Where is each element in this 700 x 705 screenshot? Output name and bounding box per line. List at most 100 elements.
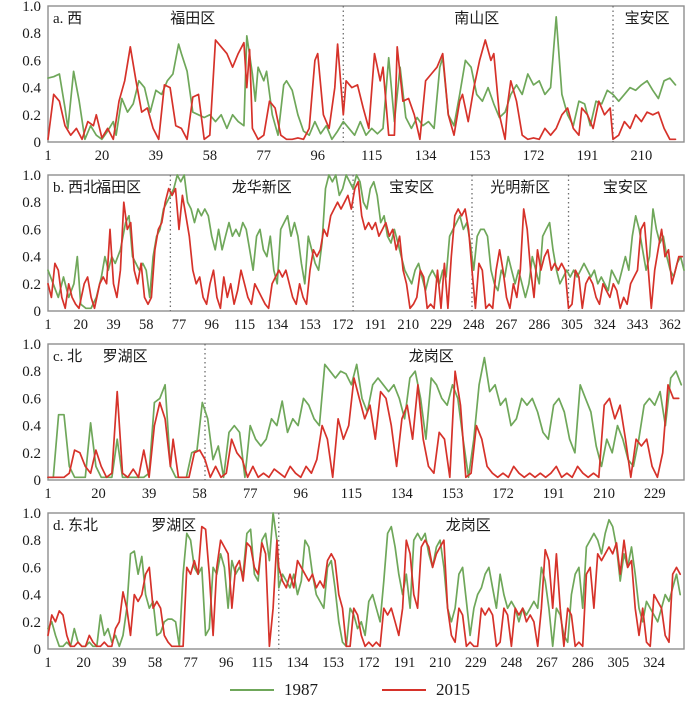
x-tick-label: 115 bbox=[341, 486, 362, 502]
x-tick-label: 96 bbox=[294, 486, 309, 502]
panel-label: a. 西 bbox=[53, 11, 82, 27]
legend-2015-label: 2015 bbox=[436, 680, 470, 699]
x-tick-label: 153 bbox=[322, 655, 344, 671]
x-tick-label: 153 bbox=[299, 317, 321, 333]
panel-label: c. 北 bbox=[53, 348, 82, 365]
x-tick-label: 343 bbox=[627, 317, 649, 333]
x-tick-label: 58 bbox=[203, 148, 218, 164]
x-tick-label: 1 bbox=[44, 148, 51, 164]
plot-frame bbox=[47, 5, 685, 143]
series-line-2015 bbox=[47, 180, 684, 310]
x-tick-label: 191 bbox=[365, 317, 387, 333]
panel-label: b. 西北 bbox=[53, 179, 98, 196]
x-tick-label: 134 bbox=[391, 486, 414, 502]
y-tick-label: 1.0 bbox=[22, 338, 41, 353]
y-tick-label: 0.4 bbox=[22, 250, 41, 266]
x-tick-label: 20 bbox=[73, 317, 88, 333]
x-tick-label: 324 bbox=[594, 317, 617, 333]
district-label: 罗湖区 bbox=[103, 348, 148, 365]
x-tick-label: 96 bbox=[204, 317, 219, 333]
district-label: 龙岗区 bbox=[446, 517, 491, 534]
legend-item-1987: 1987 bbox=[230, 680, 318, 700]
x-tick-label: 58 bbox=[139, 317, 154, 333]
x-tick-label: 153 bbox=[442, 486, 464, 502]
district-label: 龙华新区 bbox=[232, 179, 292, 196]
plot-frame bbox=[47, 174, 685, 312]
y-tick-label: 0.6 bbox=[22, 222, 41, 238]
y-tick-label: 0.4 bbox=[22, 588, 41, 604]
district-label: 光明新区 bbox=[490, 179, 550, 196]
x-tick-label: 286 bbox=[572, 655, 594, 671]
subplot-d-northeast: 1.0 0.8 0.6 0.4 0.2 01 20 39 58 77 96 115 134 153 172 1… bbox=[22, 507, 685, 671]
legend-2015-line-swatch bbox=[382, 689, 426, 691]
x-tick-label: 153 bbox=[469, 148, 491, 164]
x-tick-label: 267 bbox=[536, 655, 558, 671]
x-tick-label: 96 bbox=[219, 655, 234, 671]
x-tick-label: 172 bbox=[523, 148, 545, 164]
x-tick-label: 20 bbox=[91, 486, 106, 502]
series-line-1987 bbox=[47, 356, 683, 479]
legend: 1987 2015 bbox=[0, 676, 700, 704]
y-tick-label: 0 bbox=[34, 642, 42, 658]
x-tick-label: 58 bbox=[148, 655, 163, 671]
x-tick-label: 134 bbox=[415, 148, 438, 164]
series-line-1987 bbox=[47, 16, 677, 141]
x-tick-label: 286 bbox=[528, 317, 550, 333]
x-tick-label: 115 bbox=[251, 655, 272, 671]
x-tick-label: 58 bbox=[192, 486, 207, 502]
y-tick-label: 1.0 bbox=[22, 507, 41, 522]
x-tick-label: 191 bbox=[394, 655, 416, 671]
legend-1987-line-swatch bbox=[230, 689, 274, 691]
x-tick-label: 172 bbox=[332, 317, 354, 333]
subplot-b-northwest: 1.0 0.8 0.6 0.4 0.2 01 20 39 58 77 96 115 134 153 172 1… bbox=[22, 169, 685, 333]
x-tick-label: 324 bbox=[643, 655, 666, 671]
y-tick-label: 0 bbox=[34, 135, 42, 151]
y-tick-label: 0.4 bbox=[22, 81, 41, 97]
district-label: 福田区 bbox=[96, 179, 141, 196]
x-tick-label: 172 bbox=[492, 486, 514, 502]
x-tick-label: 229 bbox=[430, 317, 452, 333]
district-label: 宝安区 bbox=[603, 179, 648, 196]
district-label: 南山区 bbox=[454, 10, 499, 27]
y-tick-label: 0.8 bbox=[22, 26, 41, 42]
x-tick-label: 20 bbox=[76, 655, 91, 671]
x-tick-label: 39 bbox=[149, 148, 164, 164]
x-tick-label: 210 bbox=[631, 148, 653, 164]
x-tick-label: 39 bbox=[112, 655, 127, 671]
district-label: 宝安区 bbox=[389, 179, 434, 196]
district-label: 宝安区 bbox=[625, 10, 670, 27]
x-tick-label: 1 bbox=[44, 317, 51, 333]
x-tick-label: 210 bbox=[397, 317, 419, 333]
y-tick-label: 0.6 bbox=[22, 53, 41, 69]
y-tick-label: 0.4 bbox=[22, 419, 41, 435]
x-tick-label: 1 bbox=[44, 655, 51, 671]
y-tick-label: 1.0 bbox=[22, 169, 41, 184]
district-label: 福田区 bbox=[170, 10, 215, 27]
subplot-c-north: 1.0 0.8 0.6 0.4 0.2 01 20 39 58 77 96 115 134 153 172 1… bbox=[22, 338, 685, 502]
x-tick-label: 134 bbox=[266, 317, 289, 333]
series-line-2015 bbox=[47, 370, 680, 479]
series-line-2015 bbox=[47, 525, 682, 648]
x-tick-label: 77 bbox=[243, 486, 258, 502]
y-tick-label: 0.2 bbox=[22, 277, 41, 293]
panel-label: d. 东北 bbox=[53, 517, 98, 534]
x-tick-label: 77 bbox=[257, 148, 272, 164]
y-tick-label: 0.2 bbox=[22, 108, 41, 124]
x-tick-label: 248 bbox=[501, 655, 523, 671]
x-tick-label: 210 bbox=[429, 655, 451, 671]
series-line-2015 bbox=[47, 39, 677, 141]
x-tick-label: 362 bbox=[659, 317, 681, 333]
x-tick-label: 39 bbox=[106, 317, 121, 333]
x-tick-label: 20 bbox=[95, 148, 110, 164]
y-tick-label: 0.8 bbox=[22, 195, 41, 211]
x-tick-label: 134 bbox=[287, 655, 310, 671]
series-line-1987 bbox=[47, 174, 685, 310]
x-tick-label: 1 bbox=[44, 486, 51, 502]
y-tick-label: 1.0 bbox=[22, 0, 41, 15]
x-tick-label: 115 bbox=[361, 148, 382, 164]
district-label: 龙岗区 bbox=[409, 348, 454, 365]
x-tick-label: 191 bbox=[577, 148, 599, 164]
district-label: 罗湖区 bbox=[151, 517, 196, 534]
plot-frame bbox=[47, 343, 685, 481]
